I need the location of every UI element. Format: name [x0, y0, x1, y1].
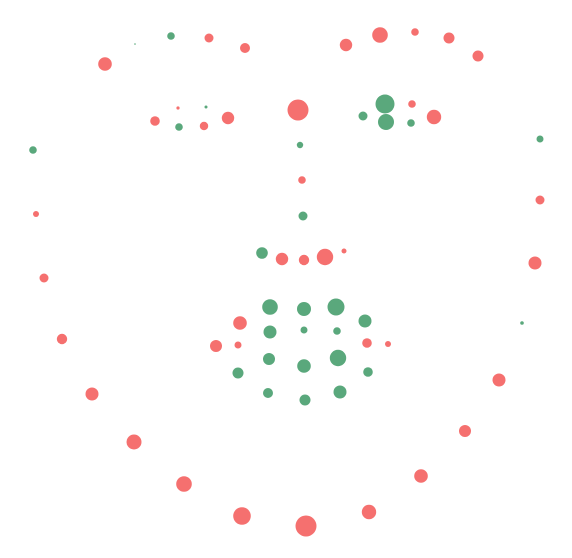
point-negative-14 — [426, 109, 442, 125]
point-positive-25 — [363, 367, 373, 377]
point-positive-20 — [520, 321, 524, 325]
point-positive-0 — [167, 32, 175, 40]
point-negative-21 — [341, 248, 347, 254]
point-negative-6 — [472, 50, 484, 62]
point-negative-9 — [176, 106, 180, 110]
point-positive-24 — [232, 367, 244, 379]
point-negative-0 — [204, 33, 214, 43]
point-positive-19 — [333, 327, 341, 335]
point-negative-29 — [385, 341, 391, 347]
point-negative-31 — [85, 387, 99, 401]
point-negative-3 — [372, 27, 388, 43]
point-negative-19 — [298, 254, 310, 266]
point-negative-34 — [414, 469, 428, 483]
point-negative-28 — [362, 338, 372, 348]
point-negative-30 — [492, 373, 506, 387]
point-negative-37 — [233, 507, 251, 525]
point-negative-36 — [361, 504, 377, 520]
point-negative-27 — [234, 341, 242, 349]
series-layer — [29, 27, 545, 537]
point-negative-5 — [443, 32, 455, 44]
point-positive-14 — [297, 302, 311, 316]
point-negative-26 — [210, 340, 222, 352]
point-negative-17 — [535, 195, 545, 205]
point-positive-18 — [300, 326, 308, 334]
point-positive-2 — [204, 105, 208, 109]
point-negative-10 — [150, 116, 160, 126]
point-negative-4 — [411, 28, 419, 36]
point-positive-15 — [327, 298, 345, 316]
point-negative-38 — [295, 515, 317, 537]
point-negative-7 — [98, 57, 112, 71]
point-positive-27 — [333, 385, 347, 399]
point-negative-12 — [221, 111, 235, 125]
point-positive-12 — [256, 247, 268, 259]
point-negative-13 — [408, 100, 416, 108]
point-positive-28 — [299, 394, 311, 406]
point-positive-17 — [263, 325, 277, 339]
point-positive-10 — [296, 141, 304, 149]
point-positive-5 — [378, 114, 394, 130]
point-negative-22 — [39, 273, 49, 283]
point-negative-35 — [176, 476, 192, 492]
series-negative — [33, 27, 545, 537]
point-negative-23 — [528, 256, 542, 270]
series-positive — [29, 32, 544, 406]
point-positive-9 — [536, 135, 544, 143]
point-negative-1 — [240, 43, 250, 53]
point-positive-16 — [358, 314, 372, 328]
point-negative-32 — [459, 425, 471, 437]
point-positive-6 — [358, 111, 368, 121]
point-positive-4 — [375, 94, 395, 114]
point-negative-8 — [287, 99, 309, 121]
point-positive-8 — [29, 146, 37, 154]
point-positive-1 — [134, 43, 136, 45]
point-negative-25 — [56, 333, 68, 345]
point-negative-18 — [275, 252, 289, 266]
point-negative-16 — [33, 211, 39, 217]
point-positive-26 — [263, 388, 273, 398]
point-positive-7 — [407, 119, 415, 127]
point-positive-11 — [298, 211, 308, 221]
point-positive-21 — [263, 353, 275, 365]
point-negative-11 — [199, 121, 209, 131]
point-positive-3 — [175, 123, 183, 131]
point-negative-20 — [316, 248, 334, 266]
point-negative-15 — [298, 176, 306, 184]
point-negative-2 — [339, 38, 353, 52]
point-negative-24 — [233, 316, 247, 330]
point-positive-23 — [297, 359, 311, 373]
point-positive-13 — [262, 299, 278, 315]
point-positive-22 — [329, 349, 347, 367]
point-negative-33 — [126, 434, 142, 450]
